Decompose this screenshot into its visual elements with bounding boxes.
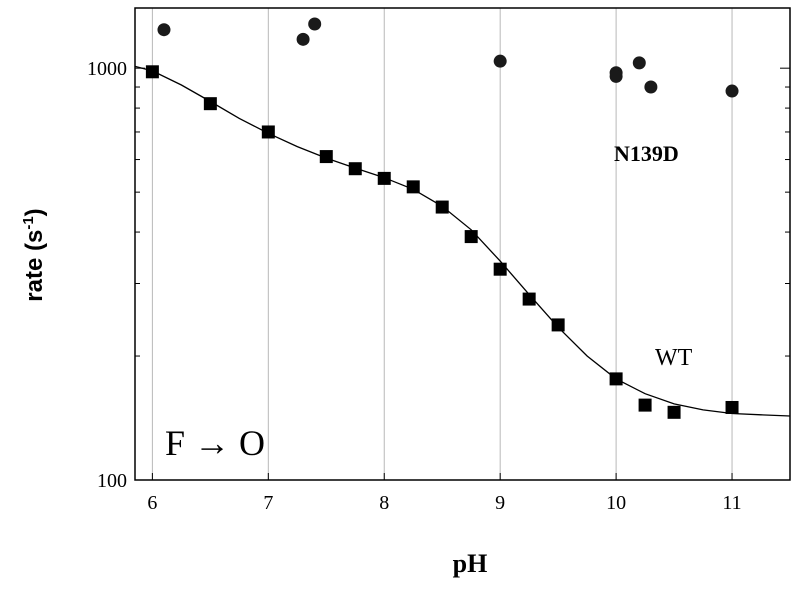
wt-point-5 <box>377 171 391 185</box>
wt-point-11 <box>551 318 565 332</box>
x-tick-label-7: 7 <box>263 492 273 514</box>
x-axis-ticks: 6 7 8 9 10 11 <box>147 473 742 514</box>
y-tick-label-1000: 1000 <box>87 58 127 80</box>
x-tick-label-8: 8 <box>379 492 389 514</box>
y-axis-label-main: rate (s <box>21 230 48 302</box>
n139d-point-0 <box>157 23 171 37</box>
wt-point-13 <box>638 398 652 412</box>
x-tick-label-11: 11 <box>722 492 741 514</box>
x-tick-label-10: 10 <box>606 492 626 514</box>
transition-label: F → O <box>165 423 265 463</box>
wt-point-4 <box>348 162 362 176</box>
plot-frame <box>134 7 791 481</box>
n139d-point-2 <box>308 17 322 31</box>
y-axis-ticks: 1000 100 <box>87 58 790 492</box>
wt-fit-curve-group <box>134 65 791 417</box>
n139d-point-8 <box>725 84 739 98</box>
n139d-label: N139D <box>614 141 679 166</box>
n139d-points-group <box>157 17 739 98</box>
n139d-point-5 <box>609 69 623 83</box>
wt-point-12 <box>609 372 623 386</box>
wt-point-7 <box>435 200 449 214</box>
n139d-point-3 <box>493 54 507 68</box>
wt-point-10 <box>522 292 536 306</box>
x-tick-label-6: 6 <box>147 492 157 514</box>
x-tick-label-9: 9 <box>495 492 505 514</box>
wt-point-14 <box>667 405 681 419</box>
n139d-point-7 <box>644 80 658 94</box>
n139d-point-1 <box>296 32 310 46</box>
y-axis-label: rate (s-1) <box>20 208 48 301</box>
wt-point-2 <box>261 125 275 139</box>
y-axis-label-superscript: -1 <box>20 216 37 229</box>
wt-points-group <box>145 65 739 419</box>
n139d-point-6 <box>632 56 646 70</box>
wt-point-3 <box>319 150 333 164</box>
y-axis-label-close: ) <box>21 208 48 216</box>
wt-point-1 <box>203 97 217 111</box>
wt-point-15 <box>725 400 739 414</box>
wt-label: WT <box>655 345 693 371</box>
wt-point-6 <box>406 180 420 194</box>
wt-point-9 <box>493 262 507 276</box>
wt-fit-curve <box>134 65 791 417</box>
wt-point-8 <box>464 230 478 244</box>
x-axis-label: pH <box>453 549 488 578</box>
y-tick-label-100: 100 <box>97 470 127 492</box>
wt-point-0 <box>145 65 159 79</box>
